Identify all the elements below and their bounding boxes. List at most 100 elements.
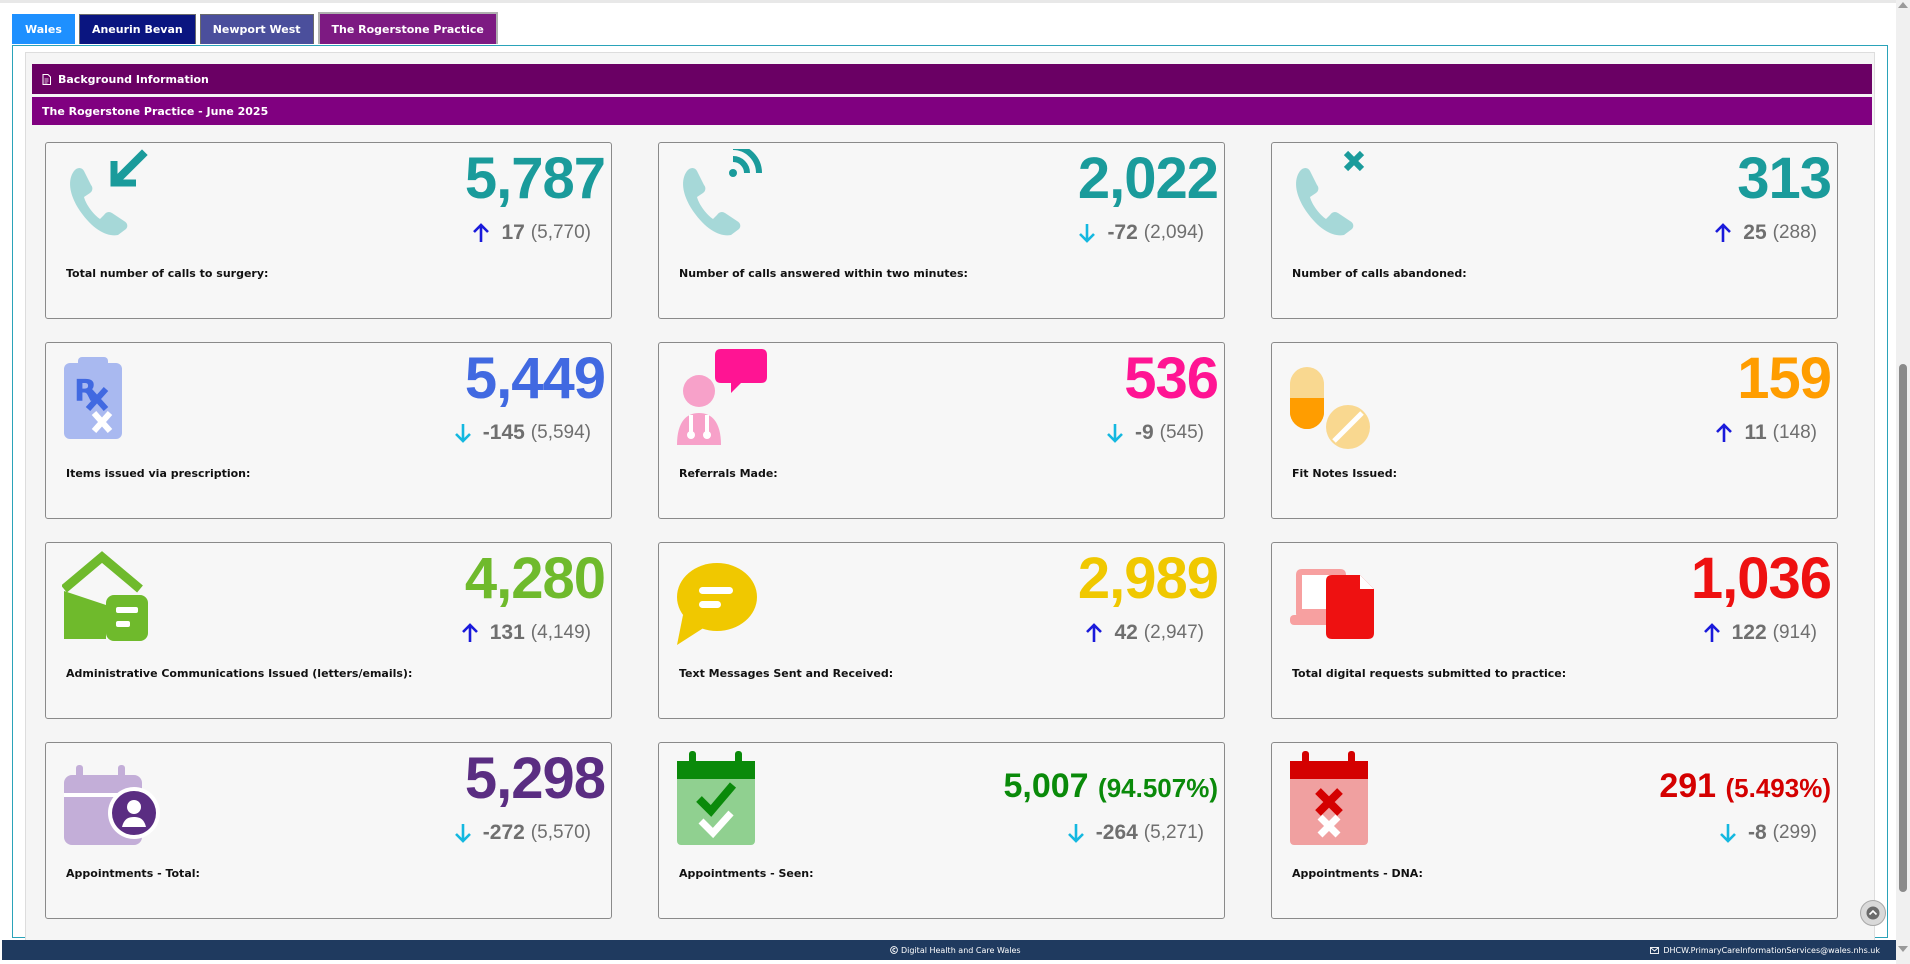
footer-org-name: Digital Health and Care Wales [901,945,1021,955]
stat-change-value: -9 [1134,421,1154,444]
stat-value: 4,280 [464,546,606,611]
stat-card-appointments-total: 5,298 -272 (5,570) Appointments - Total: [45,742,612,919]
stat-value-percent: (94.507%) [1098,773,1218,803]
stat-value: 159 [1737,346,1832,411]
stat-change-value: -145 [482,421,525,444]
stat-change: -72 (2,094) [1079,221,1204,245]
chevron-up-icon [1866,906,1880,920]
stat-label: Appointments - Seen: [679,867,814,880]
stat-change-value: 25 [1743,221,1767,244]
phone-ringing-icon [683,149,762,236]
stat-previous-value: (148) [1772,422,1817,443]
stat-value-number: 5,007 [1003,767,1089,805]
stat-change-value: -8 [1747,821,1767,844]
top-divider [0,0,1910,3]
tab-rogerstone-practice[interactable]: The Rogerstone Practice [317,12,498,44]
scrollbar-down-arrow[interactable] [1898,946,1908,952]
arrow-up-icon [1703,623,1720,642]
stat-value: 2,989 [1077,546,1219,611]
tab-newport-west[interactable]: Newport West [199,14,314,44]
stat-previous-value: (5,770) [530,222,591,243]
arrow-up-icon [473,223,490,242]
stat-value: 5,298 [464,746,606,811]
pills-icon [1290,367,1370,449]
footer: Digital Health and Care Wales DHCW.Prima… [2,940,1906,960]
stat-label: Number of calls answered within two minu… [679,267,968,280]
stat-change: -145 (5,594) [454,421,591,445]
stat-change-value: -272 [482,821,525,844]
stat-label: Text Messages Sent and Received: [679,667,894,680]
practice-title: The Rogerstone Practice - June 2025 [42,104,269,118]
tab-wales[interactable]: Wales [12,14,75,44]
stat-value-percent: (5.493%) [1725,773,1832,803]
stat-value: 291 (5.493%) [1659,767,1831,806]
arrow-up-icon [1715,223,1732,242]
arrow-down-icon [1107,424,1123,443]
footer-org: Digital Health and Care Wales [890,946,1021,955]
stat-value: 1,036 [1690,546,1832,611]
calendar-cross-icon [1290,751,1368,845]
stat-change-value: 42 [1114,621,1138,644]
stat-change-value: -264 [1095,821,1138,844]
stat-card-text-messages: 2,989 42 (2,947) Text Messages Sent and … [658,542,1225,719]
stat-label: Administrative Communications Issued (le… [66,667,413,680]
stat-card-calls-answered: 2,022 -72 (2,094) Number of calls answer… [658,142,1225,319]
stat-card-appointments-dna: 291 (5.493%) -8 (299) Appointments - DNA… [1271,742,1838,919]
stat-label: Items issued via prescription: [66,467,251,480]
stat-label: Total digital requests submitted to prac… [1292,667,1567,680]
tab-bar: Wales Aneurin Bevan Newport West The Rog… [12,12,498,46]
stat-label: Fit Notes Issued: [1292,467,1397,480]
arrow-down-icon [1079,224,1096,243]
stat-previous-value: (288) [1772,222,1817,243]
stat-value: 2,022 [1077,146,1219,211]
phone-missed-icon [1296,150,1365,236]
stat-card-appointments-seen: 5,007 (94.507%) -264 (5,271) Appointment… [658,742,1225,919]
stat-change: 17 (5,770) [473,221,591,245]
stat-value-number: 291 [1659,767,1717,805]
stat-card-prescriptions: R 5,449 -145 (5,594) Items issued via pr… [45,342,612,519]
stat-label: Number of calls abandoned: [1292,267,1467,280]
stat-label: Referrals Made: [679,467,778,480]
background-info-toggle[interactable]: Background Information [32,64,1872,94]
arrow-up-icon [1086,623,1103,642]
stat-previous-value: (4,149) [530,622,591,643]
stat-change-value: 122 [1731,621,1767,644]
scrollbar-thumb[interactable] [1899,364,1907,892]
scroll-to-top-button[interactable] [1860,900,1886,926]
stat-value: 313 [1737,146,1832,211]
stat-card-calls-abandoned: 313 25 (288) Number of calls abandoned: [1271,142,1838,319]
prescription-icon: R [64,357,122,439]
arrow-down-icon [1067,824,1084,843]
footer-contact[interactable]: DHCW.PrimaryCareInformationServices@wale… [1650,946,1880,955]
stat-label: Total number of calls to surgery: [66,267,269,280]
stat-value: 5,449 [464,346,606,411]
tab-aneurin-bevan[interactable]: Aneurin Bevan [78,14,196,44]
stat-previous-value: (2,094) [1143,222,1204,243]
stat-value: 5,007 (94.507%) [1003,767,1218,806]
stat-change: -9 (545) [1107,421,1204,445]
stat-change: 122 (914) [1703,621,1817,645]
stat-card-referrals: 536 -9 (545) Referrals Made: [658,342,1225,519]
stat-card-fit-notes: 159 11 (148) Fit Notes Issued: [1271,342,1838,519]
document-icon [42,73,51,85]
footer-email[interactable]: DHCW.PrimaryCareInformationServices@wale… [1663,945,1880,955]
stat-value: 5,787 [464,146,606,211]
arrow-up-icon [461,623,478,642]
scrollbar-up-arrow[interactable] [1898,2,1908,8]
arrow-down-icon [1720,824,1736,843]
stat-change-value: 131 [489,621,525,644]
stat-card-admin-comms: 4,280 131 (4,149) Administrative Communi… [45,542,612,719]
calendar-check-icon [677,751,755,845]
stat-change-value: 17 [501,221,525,244]
svg-text:R: R [74,374,97,409]
stat-previous-value: (545) [1159,422,1204,443]
stat-change: -8 (299) [1720,821,1817,845]
stat-previous-value: (5,594) [530,422,591,443]
stat-card-digital-requests: 1,036 122 (914) Total digital requests s… [1271,542,1838,719]
digital-request-icon [1290,569,1374,639]
calendar-user-icon [64,765,160,845]
background-info-label: Background Information [58,72,209,86]
stat-change: 42 (2,947) [1086,621,1204,645]
arrow-down-icon [454,424,471,443]
stat-change: 11 (148) [1716,421,1817,445]
